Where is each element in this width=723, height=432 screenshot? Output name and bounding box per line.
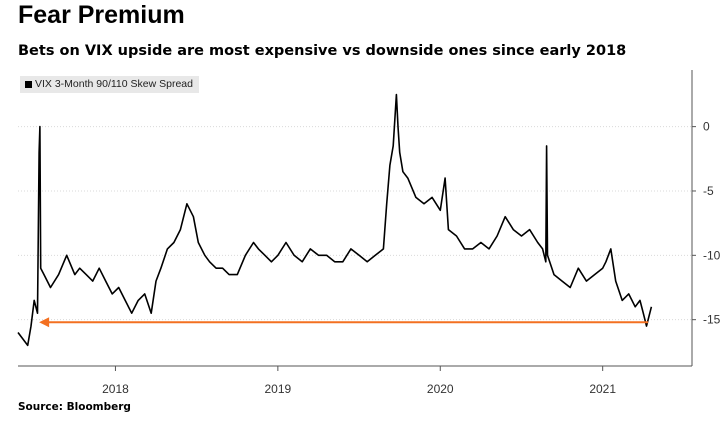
x-tick-label: 2021 bbox=[589, 382, 616, 396]
x-tick-label: 2018 bbox=[102, 382, 129, 396]
chart-subtitle: Bets on VIX upside are most expensive vs… bbox=[18, 43, 627, 59]
chart-title: Fear Premium bbox=[18, 1, 185, 29]
legend-swatch bbox=[25, 80, 32, 88]
y-tick-label: -15 bbox=[703, 313, 721, 327]
legend-label: VIX 3-Month 90/110 Skew Spread bbox=[35, 78, 193, 90]
y-tick-label: -5 bbox=[703, 184, 714, 198]
source-note: Source: Bloomberg bbox=[18, 401, 131, 413]
x-tick-label: 2020 bbox=[427, 382, 454, 396]
series-line-vix-skew bbox=[17, 93, 653, 347]
x-tick-label: 2019 bbox=[265, 382, 292, 396]
y-tick-label: -10 bbox=[703, 248, 721, 262]
y-tick-label: 0 bbox=[703, 120, 710, 134]
annotation-arrowhead bbox=[39, 317, 50, 328]
legend: VIX 3-Month 90/110 Skew Spread bbox=[20, 76, 199, 93]
